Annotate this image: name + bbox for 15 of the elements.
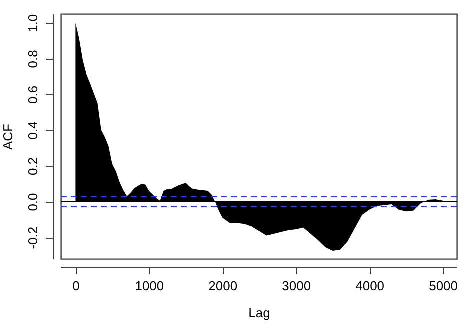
y-tick-label: 0.4 [26, 122, 40, 140]
x-tick-label: 5000 [429, 278, 458, 294]
y-axis-title: ACF [0, 124, 16, 150]
y-tick-label: 0.0 [26, 193, 40, 212]
y-tick-label: 0.6 [26, 86, 40, 104]
x-tick-label: 2000 [208, 278, 238, 294]
x-tick-label: 1000 [135, 278, 164, 294]
x-tick-label: 3000 [282, 278, 312, 294]
y-tick-label: 1.0 [26, 14, 40, 32]
y-tick-label: 0.2 [26, 157, 40, 176]
y-tick-label: -0.2 [26, 226, 40, 250]
x-tick-label: 4000 [356, 278, 385, 294]
x-tick-label: 0 [72, 278, 80, 294]
x-axis-title: Lag [248, 306, 270, 320]
y-tick-label: 0.8 [26, 50, 40, 68]
